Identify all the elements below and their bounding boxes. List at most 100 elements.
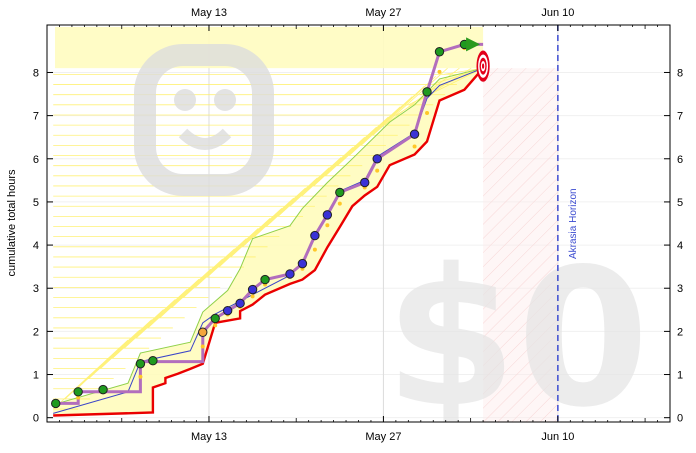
horizon-label: Akrasia Horizon bbox=[568, 188, 579, 259]
smiley-watermark-icon bbox=[134, 44, 274, 196]
y-tick-label: 1 bbox=[677, 370, 683, 382]
x-tick-label: May 13 bbox=[191, 431, 227, 443]
road-guideline bbox=[183, 228, 259, 298]
guide-dot bbox=[437, 69, 442, 74]
y-tick-label: 5 bbox=[677, 197, 683, 209]
y-axis-ticks: 0 0 1 1 2 2 3 3 4 4 5 5 6 6 7 7 8 8 bbox=[33, 67, 683, 424]
road-guideline bbox=[242, 177, 318, 248]
red-line bbox=[53, 67, 485, 417]
datapoint bbox=[422, 87, 432, 97]
road-guideline bbox=[337, 96, 413, 166]
road-guideline bbox=[254, 167, 330, 237]
y-tick-label: 8 bbox=[677, 67, 683, 79]
guide-dot bbox=[312, 247, 317, 252]
y-tick-label: 4 bbox=[677, 240, 683, 252]
datapoint bbox=[409, 129, 420, 139]
road-guideline bbox=[76, 319, 152, 390]
road-guideline bbox=[277, 147, 354, 217]
road-guideline bbox=[100, 299, 176, 369]
road-guideline bbox=[206, 207, 283, 278]
y-tick-label: 1 bbox=[33, 370, 39, 382]
guide-dot bbox=[138, 374, 143, 379]
datapoint bbox=[260, 274, 270, 285]
datapoint bbox=[372, 154, 382, 164]
road-guideline bbox=[360, 76, 437, 146]
datapoint bbox=[198, 327, 208, 337]
target-ring bbox=[482, 63, 485, 69]
y-tick-label: 3 bbox=[33, 283, 39, 295]
datapoint bbox=[210, 313, 220, 324]
x-tick-label: May 13 bbox=[191, 7, 227, 19]
road-guideline bbox=[266, 157, 342, 227]
y-tick-label: 3 bbox=[677, 283, 683, 295]
road-guideline bbox=[218, 197, 294, 268]
road-guideline bbox=[348, 86, 425, 156]
future-region bbox=[483, 68, 558, 422]
y-tick-label: 5 bbox=[33, 197, 39, 209]
future-region-tint bbox=[483, 68, 558, 422]
road-guideline bbox=[135, 268, 212, 339]
road-guideline bbox=[289, 136, 366, 207]
pledge-watermark: $0 bbox=[385, 228, 649, 449]
datapoint bbox=[235, 298, 245, 309]
y-tick-label: 8 bbox=[33, 67, 39, 79]
datapoint bbox=[135, 359, 146, 369]
road-guideline bbox=[112, 289, 188, 359]
road-guideline bbox=[313, 116, 389, 187]
road-guideline bbox=[195, 218, 271, 288]
datapoint bbox=[335, 187, 345, 198]
guide-dot bbox=[76, 395, 81, 400]
road-guideline bbox=[123, 278, 200, 349]
road-guideline bbox=[230, 187, 306, 258]
datapoint bbox=[360, 177, 370, 188]
x-axis-ticks: May 13 May 13 May 27 May 27 Jun 10 Jun 10 bbox=[46, 7, 671, 443]
datapoint bbox=[222, 305, 233, 316]
datapoint bbox=[297, 258, 308, 269]
datapoint bbox=[322, 210, 333, 220]
road-guideline bbox=[443, 67, 484, 75]
datapoint bbox=[310, 230, 320, 241]
y-axis-title: cumulative total hours bbox=[6, 169, 18, 276]
guide-dot bbox=[337, 201, 342, 206]
road-guideline bbox=[325, 106, 401, 177]
y-tick-label: 2 bbox=[33, 326, 39, 338]
datapoint bbox=[73, 387, 83, 397]
guide-dot bbox=[213, 323, 218, 328]
road-guideline bbox=[171, 238, 247, 308]
road-guideline bbox=[301, 126, 377, 197]
road-guidelines bbox=[52, 67, 484, 410]
road-guideline bbox=[159, 248, 235, 319]
x-tick-label: Jun 10 bbox=[541, 431, 574, 443]
past-goal-band bbox=[55, 27, 484, 69]
datapoint bbox=[285, 269, 295, 279]
y-tick-label: 4 bbox=[33, 240, 39, 252]
road-guideline bbox=[431, 67, 484, 85]
datapoint bbox=[51, 398, 61, 409]
guide-dot bbox=[250, 294, 255, 299]
guide-dot bbox=[425, 111, 430, 116]
x-tick-label: Jun 10 bbox=[541, 7, 574, 19]
x-tick-label: May 27 bbox=[365, 431, 401, 443]
y-tick-label: 2 bbox=[677, 326, 683, 338]
datapoints bbox=[51, 39, 470, 409]
y-tick-label: 0 bbox=[33, 413, 39, 425]
y-tick-label: 7 bbox=[33, 111, 39, 123]
y-tick-label: 6 bbox=[33, 154, 39, 166]
guide-dot bbox=[412, 144, 417, 149]
goal-target-icon bbox=[476, 50, 490, 82]
y-tick-label: 0 bbox=[677, 413, 683, 425]
road-guideline bbox=[372, 67, 448, 136]
road-guideline bbox=[88, 309, 164, 379]
upper-bound-line bbox=[53, 67, 484, 406]
datapoint bbox=[434, 47, 445, 57]
goal-arrow-icon bbox=[466, 37, 481, 52]
road-guideline bbox=[147, 258, 223, 329]
datapoint bbox=[148, 356, 158, 366]
y-tick-label: 7 bbox=[677, 111, 683, 123]
y-tick-label: 6 bbox=[677, 154, 683, 166]
road-guideline bbox=[52, 339, 129, 410]
guide-dot bbox=[200, 344, 205, 349]
datapoint bbox=[247, 284, 258, 295]
x-tick-label: May 27 bbox=[365, 7, 401, 19]
guide-dot bbox=[375, 168, 380, 173]
